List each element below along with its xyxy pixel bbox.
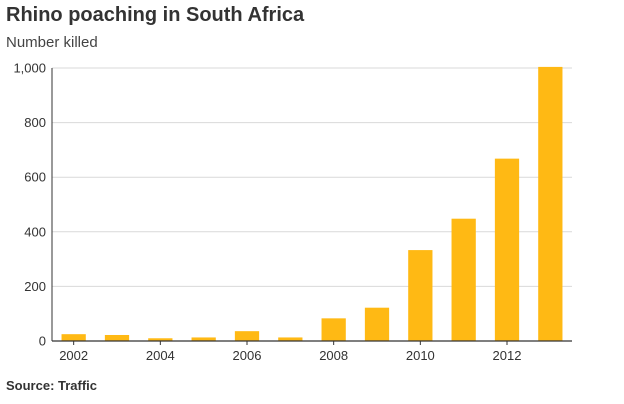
y-tick-label: 200 — [24, 279, 46, 294]
bar-2004 — [148, 338, 173, 341]
bar-2005 — [191, 337, 216, 341]
x-tick-label: 2008 — [319, 348, 348, 363]
bar-2003 — [104, 334, 130, 341]
x-tick-label: 2012 — [493, 348, 522, 363]
x-tick-label: 2004 — [146, 348, 175, 363]
bar-2012 — [494, 158, 520, 341]
y-tick-label: 1,000 — [13, 61, 46, 76]
bar-2013 — [538, 66, 563, 342]
x-tick-label: 2006 — [233, 348, 262, 363]
chart-subtitle: Number killed — [6, 34, 98, 51]
bar-2010 — [408, 250, 433, 341]
bar-2008 — [321, 318, 346, 341]
axes — [51, 68, 572, 345]
bars — [61, 66, 563, 342]
bar-2011 — [451, 218, 476, 341]
y-tick-label: 0 — [39, 334, 46, 349]
y-tick-labels: 0 200 400 600 800 1,000 — [13, 61, 46, 349]
bar-2006 — [234, 331, 260, 341]
x-tick-label: 2010 — [406, 348, 435, 363]
x-tick-label: 2002 — [59, 348, 88, 363]
grid-lines — [52, 67, 572, 287]
bar-2009 — [364, 307, 390, 341]
y-tick-label: 800 — [24, 115, 46, 130]
bar-2007 — [278, 337, 303, 341]
y-tick-label: 400 — [24, 224, 46, 239]
bar-2002 — [61, 334, 86, 341]
chart-title: Rhino poaching in South Africa — [6, 4, 305, 26]
x-tick-labels: 2002 2004 2006 2008 2010 2012 — [59, 348, 521, 363]
y-tick-label: 600 — [24, 170, 46, 185]
chart-source: Source: Traffic — [6, 378, 98, 393]
